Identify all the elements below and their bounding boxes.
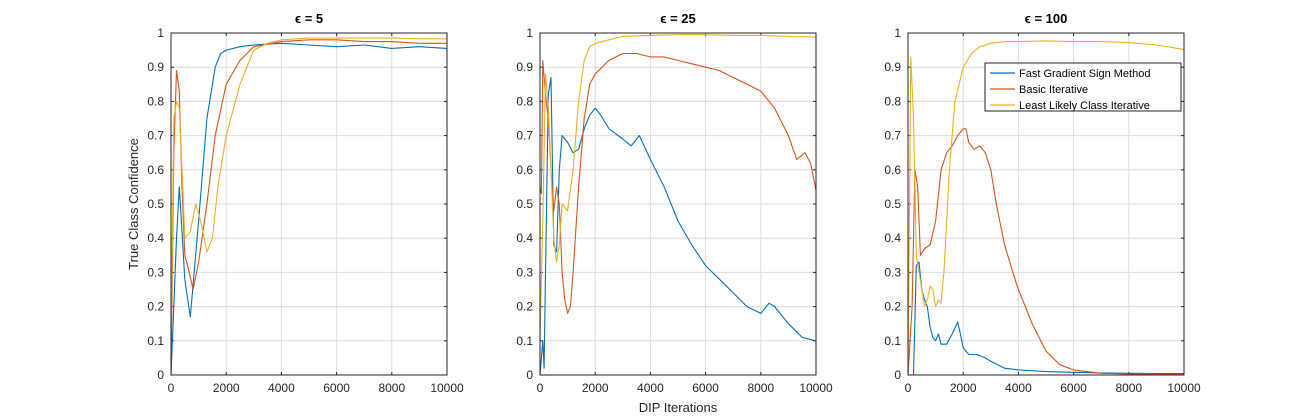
- x-tick-label: 4000: [1005, 381, 1032, 395]
- y-tick-label: 0.1: [884, 334, 901, 348]
- series-line-bi: [539, 52, 817, 314]
- series-line-ll: [170, 37, 447, 341]
- y-tick-label: 1: [894, 26, 901, 40]
- legend-label-fgsm: Fast Gradient Sign Method: [1019, 68, 1150, 80]
- x-tick-label: 4000: [637, 381, 664, 395]
- x-axis-label: DIP Iterations: [639, 400, 718, 415]
- y-tick-label: 1: [157, 26, 164, 40]
- panel-epsilon-5: 0 2000 4000 6000 8000 10000 0 0.1 0.2 0.3 0.4 0.5 0.…: [147, 11, 464, 395]
- series-line-fgsm: [908, 261, 1184, 376]
- y-tick-label: 0.8: [884, 94, 901, 108]
- x-tick-label: 10000: [430, 381, 464, 395]
- x-tick-label: 10000: [1167, 381, 1201, 395]
- x-tick-label: 10000: [799, 381, 833, 395]
- y-tick-label: 0: [157, 368, 164, 382]
- y-tick-label: 0.2: [516, 300, 533, 314]
- series-line-bi: [907, 128, 1184, 376]
- legend-box: [984, 62, 1182, 112]
- y-tick-label: 0.9: [147, 60, 164, 74]
- x-tick-label: 6000: [692, 381, 719, 395]
- x-tick-label: 8000: [1115, 381, 1142, 395]
- y-tick-label: 0.9: [884, 60, 901, 74]
- series-line-ll: [539, 34, 817, 341]
- y-tick-label: 0.1: [516, 334, 533, 348]
- legend: Fast Gradient Sign Method Basic Iterativ…: [984, 62, 1182, 112]
- y-tick-label: 1: [526, 26, 533, 40]
- y-tick-label: 0.9: [516, 60, 533, 74]
- y-tick-label: 0.7: [516, 129, 533, 143]
- x-tick-label: 8000: [378, 381, 405, 395]
- y-tick-label: 0.1: [147, 334, 164, 348]
- grid: [540, 33, 816, 375]
- y-tick-label: 0.3: [147, 265, 164, 279]
- panel-title: ϵ = 100: [1025, 11, 1068, 26]
- series-line-ll: [907, 40, 1185, 376]
- y-axis-label: True Class Confidence: [126, 138, 141, 270]
- y-tick-label: 0: [894, 368, 901, 382]
- y-tick-label: 0.8: [147, 94, 164, 108]
- y-tick-label: 0.3: [884, 265, 901, 279]
- y-tick-label: 0.3: [516, 265, 533, 279]
- y-tick-label: 0.7: [884, 129, 901, 143]
- x-tick-label: 6000: [1060, 381, 1087, 395]
- axes-frame: [539, 32, 817, 376]
- x-tick-label: 2000: [582, 381, 609, 395]
- y-tick-label: 0.4: [147, 231, 164, 245]
- x-tick-label: 4000: [268, 381, 295, 395]
- y-tick-label: 0.5: [516, 197, 533, 211]
- y-tick-label: 0.4: [516, 231, 533, 245]
- panel-epsilon-25: 0 2000 4000 6000 8000 10000 0 0.1 0.2 0.3 0.4 0.5 0.…: [516, 11, 833, 395]
- y-tick-label: 0.6: [516, 163, 533, 177]
- x-tick-label: 2000: [950, 381, 977, 395]
- y-tick-label: 0.7: [147, 129, 164, 143]
- y-tick-label: 0.6: [147, 163, 164, 177]
- axes-frame: [170, 32, 448, 376]
- x-tick-label: 0: [905, 381, 912, 395]
- y-tick-label: 0.4: [884, 231, 901, 245]
- series-line-fgsm: [170, 42, 448, 376]
- panel-title: ϵ = 25: [660, 11, 696, 26]
- y-tick-label: 0.8: [516, 94, 533, 108]
- y-tick-label: 0.5: [147, 197, 164, 211]
- x-tick-label: 6000: [323, 381, 350, 395]
- y-tick-label: 0: [526, 368, 533, 382]
- y-tick-label: 0.5: [884, 197, 901, 211]
- x-tick-label: 0: [168, 381, 175, 395]
- x-tick-label: 8000: [747, 381, 774, 395]
- axes-frame: [907, 32, 1185, 376]
- x-tick-label: 2000: [213, 381, 240, 395]
- x-tick-label: 0: [537, 381, 544, 395]
- legend-label-least-likely: Least Likely Class Iterative: [1019, 100, 1150, 112]
- y-tick-label: 0.2: [884, 300, 901, 314]
- legend-label-basic-iterative: Basic Iterative: [1019, 84, 1088, 96]
- panel-title: ϵ = 5: [295, 11, 323, 26]
- y-tick-label: 0.6: [884, 163, 901, 177]
- grid: [171, 33, 447, 375]
- y-tick-label: 0.2: [147, 300, 164, 314]
